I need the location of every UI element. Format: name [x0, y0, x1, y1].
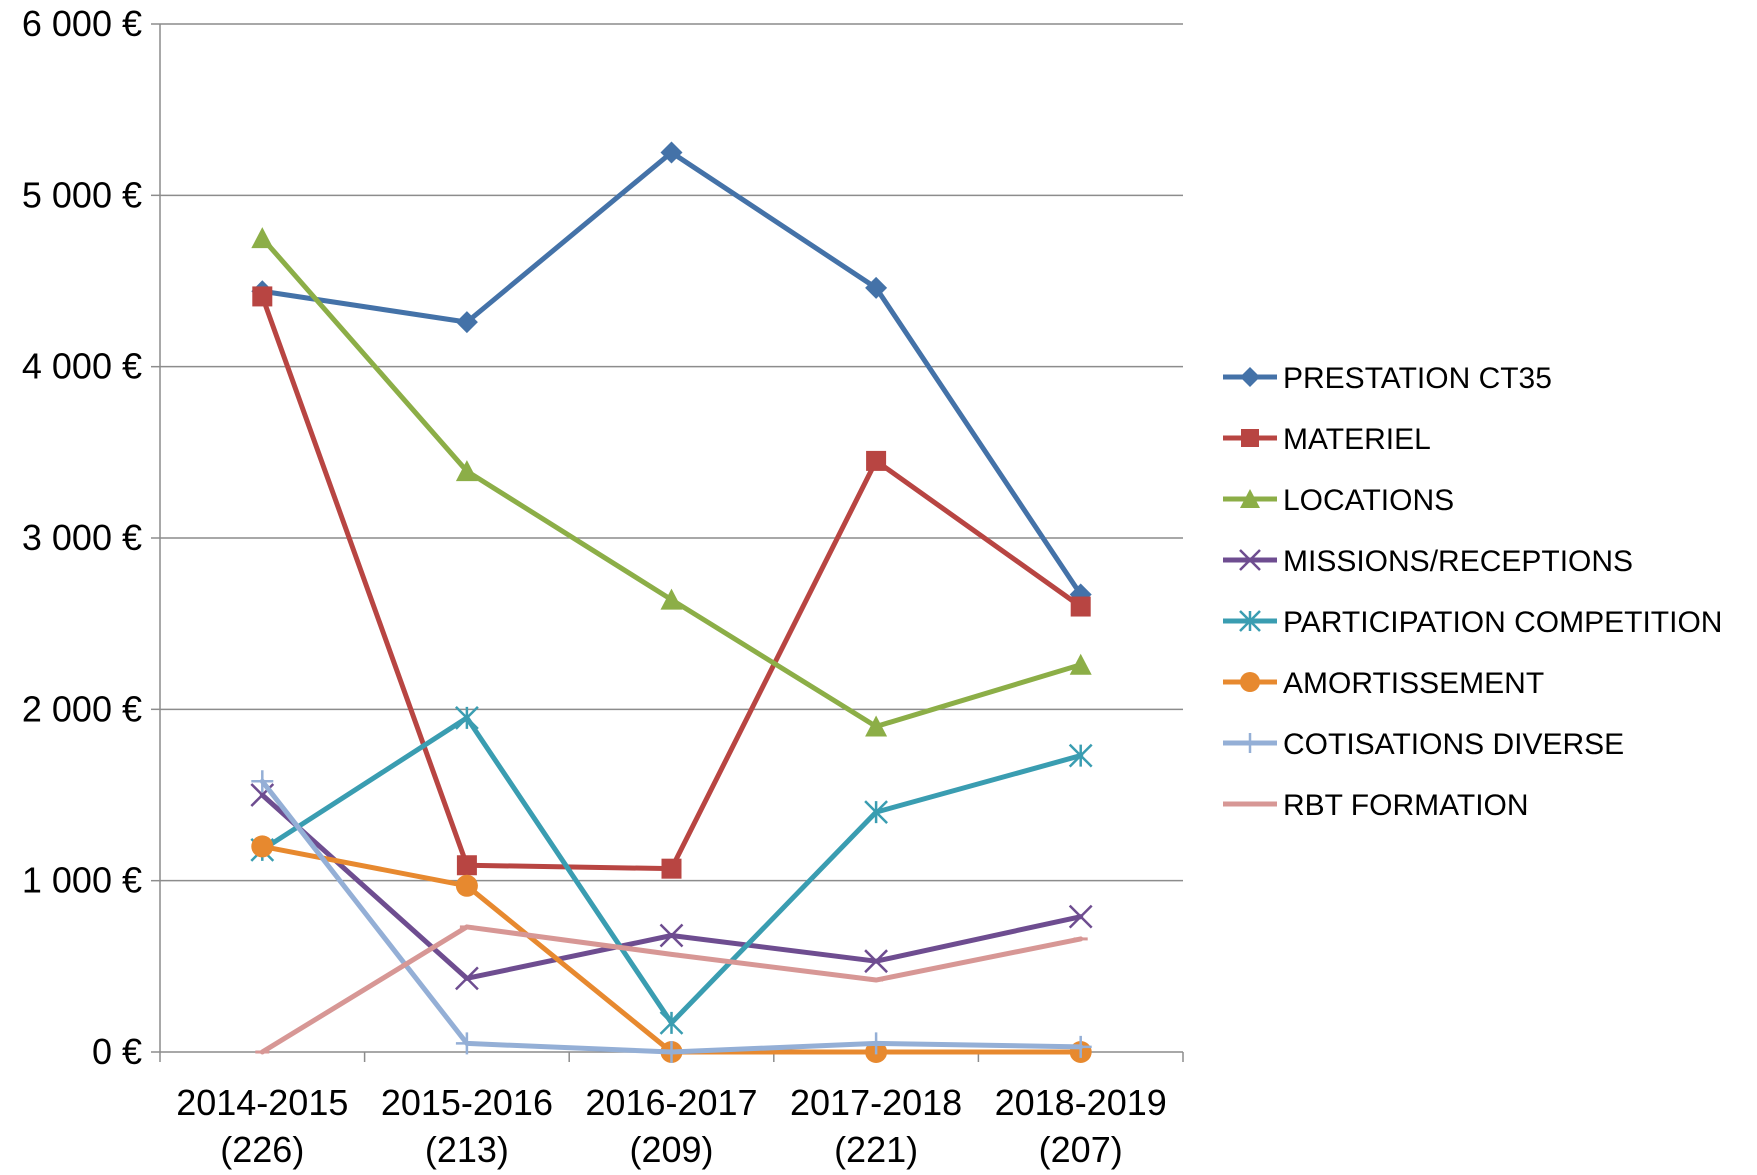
- data-point-marker: [1239, 610, 1261, 632]
- data-point-marker: [455, 966, 479, 991]
- legend: PRESTATION CT35 MATERIEL LOCATIONS MISSIONS…: [1223, 362, 1722, 822]
- x-axis-ticks: 2014-2015 (226) 2015-2016 (213) 2016-2017 (20…: [159, 1052, 1184, 1170]
- series-rbt-formation: [255, 924, 1088, 1055]
- series-line: [259, 150, 1084, 598]
- legend-entry: AMORTISSEMENT: [1223, 667, 1544, 700]
- series-missions-receptions: [250, 783, 1093, 991]
- x-tick-label: 2017-2018 (221): [790, 1082, 962, 1170]
- data-point-marker: [866, 450, 887, 471]
- data-point-marker: [456, 855, 477, 876]
- x-tick-label-line: 2017-2018: [790, 1082, 962, 1123]
- data-point-marker: [252, 286, 273, 307]
- data-point-marker: [661, 858, 682, 879]
- data-point-marker: [865, 715, 888, 737]
- data-point-marker: [455, 311, 478, 334]
- y-tick-label: 2 000 €: [22, 688, 142, 729]
- legend-label: PRESTATION CT35: [1283, 362, 1552, 395]
- y-tick-label: 4 000 €: [22, 346, 142, 387]
- legend-entry: RBT FORMATION: [1223, 789, 1529, 822]
- data-point-marker: [865, 1032, 888, 1055]
- series-line: [259, 293, 1084, 872]
- x-tick-label-line: 2016-2017: [585, 1082, 757, 1123]
- series-lines: [250, 141, 1093, 1063]
- data-point-marker: [455, 874, 478, 897]
- data-point-marker: [1068, 743, 1093, 768]
- series-cotisations-diverse: [251, 770, 1092, 1063]
- data-point-marker: [251, 770, 274, 793]
- data-point-marker: [660, 588, 683, 610]
- x-tick-label-line: 2014-2015: [176, 1082, 348, 1123]
- data-point-marker: [1240, 733, 1260, 753]
- data-point-marker: [1070, 596, 1091, 617]
- x-tick-label-line: (207): [1039, 1129, 1123, 1170]
- legend-label: PARTICIPATION COMPETITION: [1283, 606, 1722, 639]
- data-point-marker: [1239, 549, 1261, 571]
- data-point-marker: [251, 227, 274, 249]
- legend-label: MISSIONS/RECEPTIONS: [1283, 545, 1633, 578]
- legend-label: AMORTISSEMENT: [1283, 667, 1544, 700]
- x-tick-label-line: (221): [834, 1129, 918, 1170]
- data-point-marker: [455, 1032, 478, 1055]
- legend-label: COTISATIONS DIVERSE: [1283, 728, 1624, 761]
- data-point-marker: [1241, 429, 1259, 447]
- series-participation-competition: [250, 706, 1093, 1035]
- y-tick-label: 1 000 €: [22, 860, 142, 901]
- data-point-marker: [864, 800, 888, 825]
- data-point-marker: [1069, 1035, 1092, 1058]
- x-tick-label-line: 2018-2019: [995, 1082, 1167, 1123]
- data-point-marker: [865, 276, 888, 299]
- data-point-marker: [659, 1010, 684, 1035]
- data-point-marker: [660, 1041, 683, 1063]
- x-tick-label-line: 2015-2016: [381, 1082, 553, 1123]
- y-tick-label: 5 000 €: [22, 174, 142, 215]
- data-point-marker: [659, 923, 684, 948]
- legend-label: MATERIEL: [1283, 423, 1431, 456]
- data-point-marker: [660, 141, 683, 164]
- data-point-marker: [455, 706, 479, 730]
- x-tick-label: 2015-2016 (213): [381, 1082, 553, 1170]
- data-point-marker: [1240, 672, 1260, 692]
- x-tick-label-line: (226): [220, 1129, 304, 1170]
- legend-entry: PRESTATION CT35: [1223, 362, 1552, 395]
- y-axis-ticks: 0 € 1 000 € 2 000 € 3 000 € 4 000 € 5 000 € 6 …: [22, 3, 160, 1072]
- series-line: [259, 792, 1084, 981]
- y-tick-label: 0 €: [92, 1031, 142, 1072]
- legend-entry: MATERIEL: [1223, 423, 1431, 456]
- gridlines: [160, 23, 1183, 882]
- series-materiel: [252, 286, 1091, 879]
- legend-entry: COTISATIONS DIVERSE: [1223, 728, 1624, 761]
- data-point-marker: [251, 835, 274, 858]
- x-tick-label: 2014-2015 (226): [176, 1082, 348, 1170]
- legend-label: RBT FORMATION: [1283, 789, 1529, 822]
- legend-label: LOCATIONS: [1283, 484, 1454, 517]
- legend-entry: LOCATIONS: [1223, 484, 1454, 517]
- y-tick-label: 6 000 €: [22, 3, 142, 44]
- y-tick-label: 3 000 €: [22, 517, 142, 558]
- x-tick-label-line: (213): [425, 1129, 509, 1170]
- data-point-marker: [455, 460, 478, 482]
- x-tick-label-line: (209): [629, 1129, 713, 1170]
- series-locations: [251, 227, 1092, 737]
- legend-entry: MISSIONS/RECEPTIONS: [1223, 545, 1633, 578]
- series-line: [259, 778, 1084, 1055]
- series-prestation-ct35: [251, 141, 1092, 606]
- data-point-marker: [864, 949, 888, 974]
- data-point-marker: [1069, 653, 1092, 675]
- data-point-marker: [1240, 367, 1260, 387]
- x-tick-label: 2018-2019 (207): [995, 1082, 1167, 1170]
- x-tick-label: 2016-2017 (209): [585, 1082, 757, 1170]
- data-point-marker: [1068, 904, 1093, 929]
- data-point-marker: [1240, 489, 1260, 508]
- legend-entry: PARTICIPATION COMPETITION: [1223, 606, 1722, 639]
